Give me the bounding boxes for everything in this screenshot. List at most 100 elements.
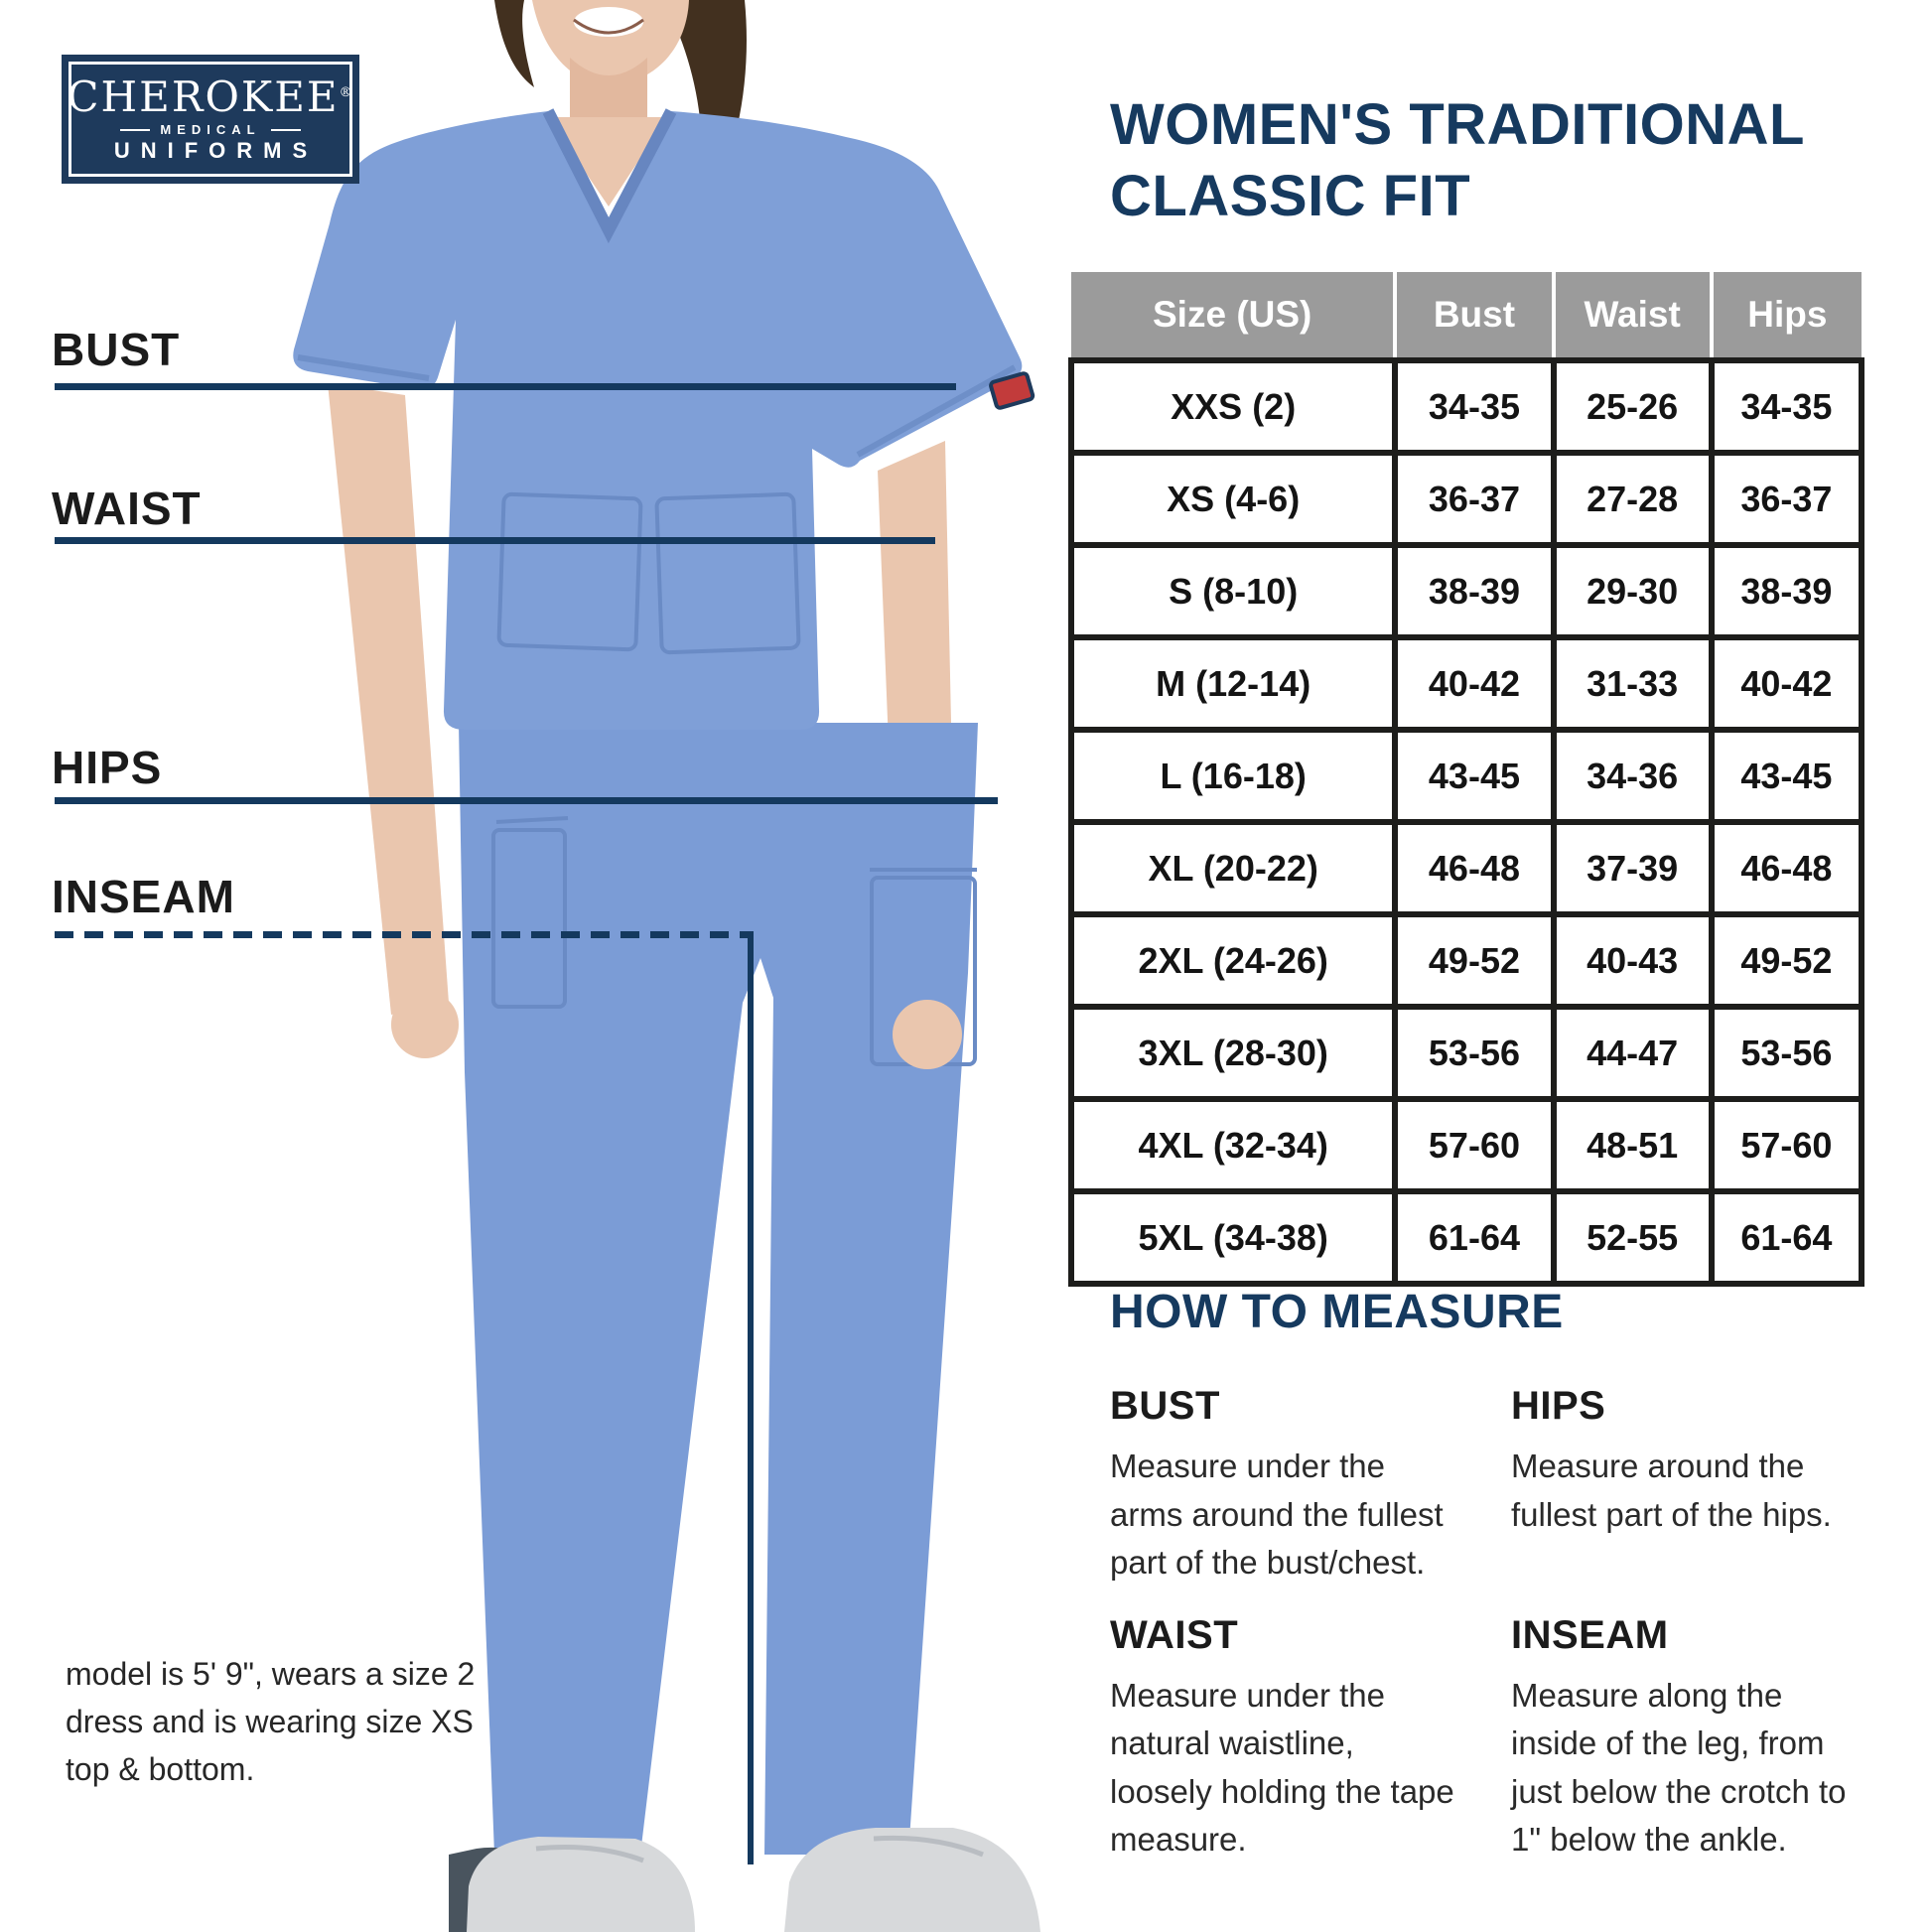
right-hand: [893, 1000, 962, 1069]
v-neck-trim: [542, 108, 677, 244]
measure-section-text: Measure under the natural waistline, loo…: [1110, 1676, 1454, 1859]
size-cell: L (16-18): [1067, 727, 1399, 825]
hair: [663, 0, 747, 223]
size-cell: 4XL (32-34): [1067, 1096, 1399, 1194]
size-table-header-row: Size (US) Bust Waist Hips: [1071, 272, 1862, 363]
left-hand: [391, 991, 459, 1058]
size-cell: M (12-14): [1067, 634, 1399, 733]
measurement-cell: 38-39: [1392, 542, 1557, 640]
table-row: M (12-14) 40-42 31-33 40-42: [1067, 634, 1865, 733]
measurement-cell: 57-60: [1392, 1096, 1557, 1194]
table-row: XL (20-22) 46-48 37-39 46-48: [1067, 819, 1865, 917]
column-header: Bust: [1393, 272, 1556, 363]
measurement-cell: 53-56: [1708, 1004, 1865, 1102]
measurement-cell: 43-45: [1392, 727, 1557, 825]
measurement-cell: 53-56: [1392, 1004, 1557, 1102]
measurement-cell: 38-39: [1708, 542, 1865, 640]
size-cell: XXS (2): [1067, 357, 1399, 456]
page-title: WOMEN'S TRADITIONAL CLASSIC FIT: [1110, 89, 1805, 232]
measure-section-text: Measure along the inside of the leg, fro…: [1511, 1676, 1847, 1859]
size-cell: 2XL (24-26): [1067, 911, 1399, 1010]
measurement-cell: 48-51: [1550, 1096, 1715, 1194]
inseam-label: INSEAM: [52, 871, 235, 922]
size-cell: XS (4-6): [1067, 450, 1399, 548]
page-title-line1: WOMEN'S TRADITIONAL: [1110, 92, 1805, 157]
measurement-cell: 49-52: [1708, 911, 1865, 1010]
inseam-vertical-line: [748, 934, 754, 1864]
logo-medical: MEDICAL: [120, 122, 300, 137]
measurement-cell: 49-52: [1392, 911, 1557, 1010]
inseam-line: [55, 931, 754, 938]
measurement-cell: 27-28: [1550, 450, 1715, 548]
table-row: 4XL (32-34) 57-60 48-51 57-60: [1067, 1096, 1865, 1194]
table-row: L (16-18) 43-45 34-36 43-45: [1067, 727, 1865, 825]
column-header: Size (US): [1071, 272, 1398, 363]
measure-section-text: Measure around the fullest part of the h…: [1511, 1448, 1832, 1533]
measurement-cell: 52-55: [1550, 1188, 1715, 1287]
measure-section-label: BUST: [1110, 1384, 1220, 1428]
size-cell: 5XL (34-38): [1067, 1188, 1399, 1287]
table-row: XS (4-6) 36-37 27-28 36-37: [1067, 450, 1865, 548]
measure-grid: BUST Measure under the arms around the fu…: [1110, 1384, 1904, 1864]
bust-label: BUST: [52, 324, 181, 375]
measurement-cell: 40-42: [1392, 634, 1557, 733]
measurement-cell: 40-43: [1550, 911, 1715, 1010]
left-arm: [328, 383, 449, 1015]
measurement-cell: 43-45: [1708, 727, 1865, 825]
measurement-cell: 57-60: [1708, 1096, 1865, 1194]
right-shoe: [784, 1828, 1040, 1932]
patch-pocket: [496, 491, 643, 652]
measurement-cell: 34-36: [1550, 727, 1715, 825]
model-footnote: model is 5' 9", wears a size 2 dress and…: [66, 1656, 476, 1787]
column-header: Hips: [1709, 272, 1862, 363]
measure-section-label: HIPS: [1511, 1384, 1606, 1428]
scrub-top: [293, 111, 1023, 730]
measurement-cell: 46-48: [1708, 819, 1865, 917]
measure-section-label: WAIST: [1110, 1612, 1239, 1657]
measurement-cell: 29-30: [1550, 542, 1715, 640]
logo-uniforms: UNIFORMS: [113, 138, 319, 163]
model-photo: [293, 0, 1040, 1932]
page-title-line2: CLASSIC FIT: [1110, 163, 1471, 228]
table-row: S (8-10) 38-39 29-30 38-39: [1067, 542, 1865, 640]
cargo-pocket: [491, 828, 567, 1009]
how-to-measure-heading: HOW TO MEASURE: [1110, 1286, 1564, 1338]
measure-section: HIPS Measure around the fullest part of t…: [1511, 1384, 1904, 1587]
cherokee-logo: CHEROKEE® MEDICAL UNIFORMS: [62, 55, 359, 184]
waist-line: [55, 537, 935, 544]
measurement-cell: 34-35: [1708, 357, 1865, 456]
waist-label: WAIST: [52, 483, 202, 534]
hips-label: HIPS: [52, 742, 163, 793]
scrub-pants: [459, 723, 978, 1855]
measure-section: INSEAM Measure along the inside of the le…: [1511, 1613, 1904, 1864]
measurement-cell: 37-39: [1550, 819, 1715, 917]
measurement-cell: 40-42: [1708, 634, 1865, 733]
measurement-cell: 31-33: [1550, 634, 1715, 733]
hips-line: [55, 797, 998, 804]
left-shoe: [467, 1837, 695, 1932]
column-header: Waist: [1551, 272, 1714, 363]
table-row: 5XL (34-38) 61-64 52-55 61-64: [1067, 1188, 1865, 1287]
bust-line: [55, 383, 956, 390]
size-cell: XL (20-22): [1067, 819, 1399, 917]
measurement-cell: 25-26: [1550, 357, 1715, 456]
logo-brand: CHEROKEE®: [67, 72, 354, 121]
measure-section-text: Measure under the arms around the fulles…: [1110, 1448, 1444, 1581]
size-cell: 3XL (28-30): [1067, 1004, 1399, 1102]
measurement-cell: 61-64: [1392, 1188, 1557, 1287]
measurement-cell: 46-48: [1392, 819, 1557, 917]
brand-patch: [989, 371, 1035, 410]
size-table: Size (US) Bust Waist Hips XXS (2) 34-35 25-26…: [1067, 272, 1865, 1287]
size-cell: S (8-10): [1067, 542, 1399, 640]
size-table-body: XXS (2) 34-35 25-26 34-35 XS (4-6) 36-37 27-28…: [1067, 357, 1865, 1287]
patch-pocket: [654, 491, 801, 655]
measure-section: BUST Measure under the arms around the fu…: [1110, 1384, 1511, 1587]
measurement-cell: 61-64: [1708, 1188, 1865, 1287]
measurement-cell: 36-37: [1392, 450, 1557, 548]
table-row: 2XL (24-26) 49-52 40-43 49-52: [1067, 911, 1865, 1010]
measurement-cell: 34-35: [1392, 357, 1557, 456]
measure-section: WAIST Measure under the natural waistline…: [1110, 1613, 1511, 1864]
measurement-cell: 36-37: [1708, 450, 1865, 548]
measurement-cell: 44-47: [1550, 1004, 1715, 1102]
